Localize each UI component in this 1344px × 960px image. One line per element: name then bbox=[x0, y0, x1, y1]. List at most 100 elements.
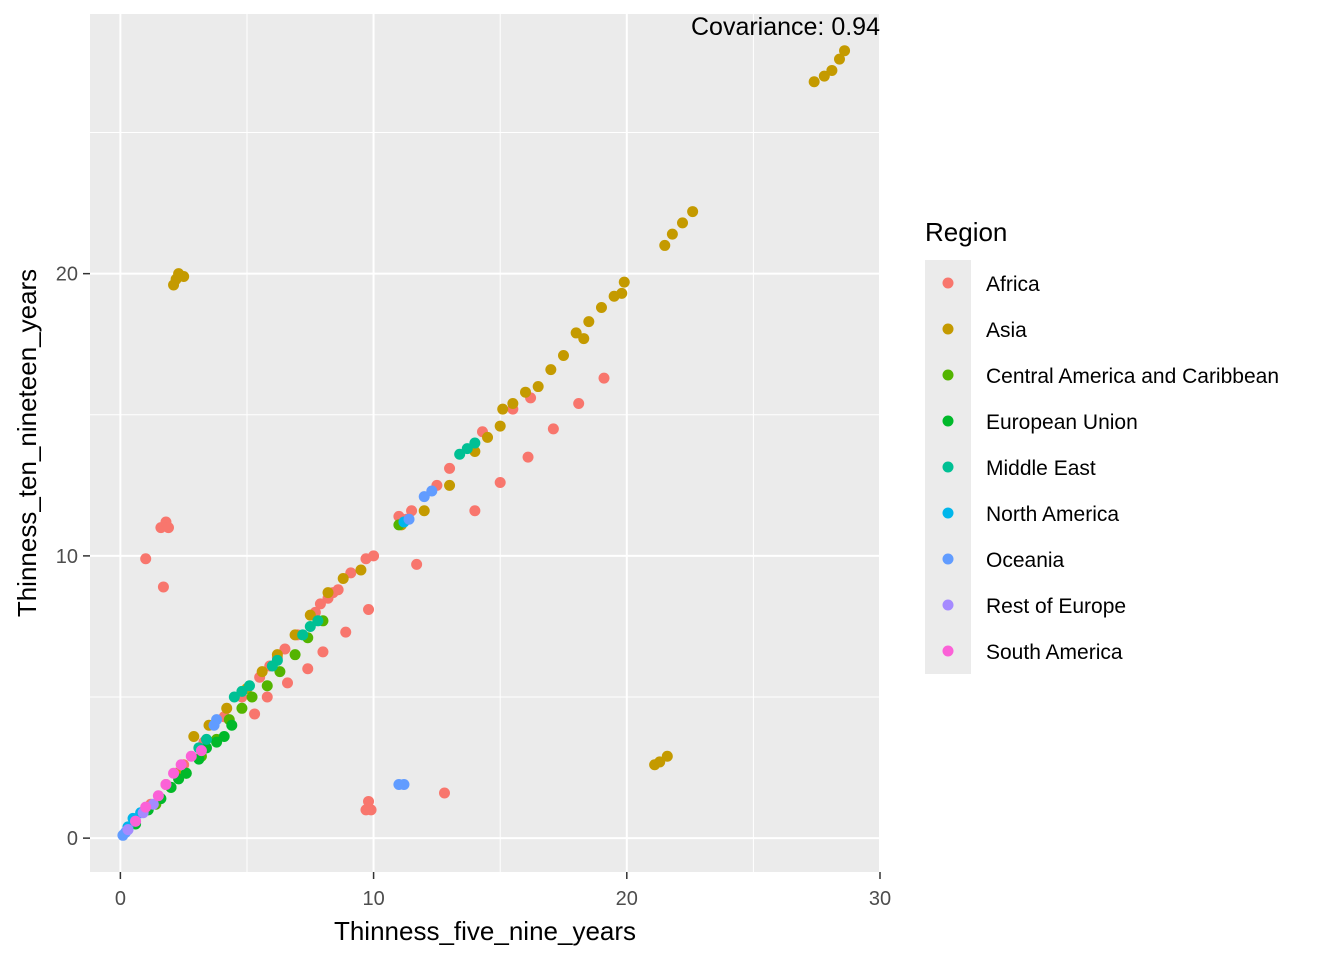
data-point bbox=[244, 680, 256, 692]
data-point bbox=[494, 477, 506, 489]
data-points bbox=[117, 45, 851, 841]
data-point bbox=[444, 479, 456, 491]
data-point bbox=[497, 403, 509, 415]
data-point bbox=[482, 431, 494, 443]
data-point bbox=[256, 666, 268, 678]
data-point bbox=[345, 567, 357, 579]
data-point bbox=[236, 685, 248, 697]
data-point bbox=[261, 691, 273, 703]
data-point bbox=[522, 451, 534, 463]
data-point bbox=[573, 397, 585, 409]
data-point bbox=[168, 767, 180, 779]
y-tick-label: 20 bbox=[56, 264, 78, 286]
plot-panel bbox=[90, 14, 880, 872]
data-point bbox=[304, 620, 316, 632]
data-point bbox=[304, 609, 316, 621]
data-point bbox=[426, 485, 438, 497]
x-tick-label: 0 bbox=[115, 888, 126, 910]
legend-label: South America bbox=[986, 641, 1123, 664]
x-tick-label: 30 bbox=[869, 888, 891, 910]
data-point bbox=[282, 677, 293, 689]
data-point bbox=[261, 680, 273, 692]
data-point bbox=[322, 587, 334, 599]
legend-label: European Union bbox=[986, 411, 1138, 434]
data-point bbox=[122, 824, 134, 836]
data-point bbox=[368, 550, 380, 562]
y-tick-label: 0 bbox=[67, 828, 78, 850]
x-axis-title: Thinness_five_nine_years bbox=[334, 916, 636, 946]
data-point bbox=[200, 733, 212, 745]
data-point bbox=[461, 443, 473, 455]
data-point bbox=[332, 584, 344, 596]
data-point bbox=[532, 381, 544, 393]
data-point bbox=[469, 505, 481, 517]
grid-minor bbox=[90, 14, 880, 872]
data-point bbox=[279, 643, 291, 655]
data-point bbox=[297, 629, 309, 641]
y-axis: 0 10 20 bbox=[56, 264, 90, 850]
data-point bbox=[140, 801, 152, 813]
data-point bbox=[363, 604, 375, 616]
data-point bbox=[469, 437, 481, 449]
data-point bbox=[666, 228, 678, 240]
data-point bbox=[226, 719, 238, 731]
data-point bbox=[185, 750, 197, 762]
data-point bbox=[618, 276, 630, 288]
data-point bbox=[140, 553, 152, 565]
data-point bbox=[160, 779, 172, 791]
legend-key bbox=[942, 507, 954, 519]
legend-key bbox=[942, 645, 954, 657]
legend-key bbox=[942, 369, 954, 381]
legend-key bbox=[942, 323, 954, 335]
data-point bbox=[583, 316, 595, 328]
data-point bbox=[545, 364, 557, 376]
grid-major bbox=[90, 14, 881, 872]
y-axis-title: Thinness_ten_nineteen_years bbox=[12, 269, 42, 617]
legend-label: Asia bbox=[986, 319, 1027, 342]
data-point bbox=[365, 804, 377, 816]
data-point bbox=[271, 654, 283, 666]
data-point bbox=[677, 217, 688, 229]
data-point bbox=[157, 581, 169, 593]
data-point bbox=[211, 714, 223, 726]
legend-label: Oceania bbox=[986, 549, 1065, 572]
data-point bbox=[654, 756, 666, 768]
data-point bbox=[246, 691, 258, 703]
legend-label: Rest of Europe bbox=[986, 595, 1126, 618]
data-point bbox=[557, 350, 569, 362]
legend-label: Central America and Caribbean bbox=[986, 365, 1279, 388]
legend-label: North America bbox=[986, 503, 1119, 526]
data-point bbox=[418, 491, 430, 503]
legend-items: Africa Asia Central America and Caribbean E… bbox=[942, 273, 1279, 664]
legend-key bbox=[942, 461, 954, 473]
data-point bbox=[547, 423, 559, 435]
data-point bbox=[289, 649, 301, 661]
legend-key bbox=[942, 599, 954, 611]
data-point bbox=[438, 787, 450, 799]
data-point bbox=[337, 572, 349, 584]
x-axis: 0 10 20 30 bbox=[115, 872, 891, 910]
data-point bbox=[507, 397, 519, 409]
data-point bbox=[175, 759, 187, 771]
data-point bbox=[520, 386, 532, 398]
covariance-annotation: Covariance: 0.94 bbox=[691, 13, 880, 41]
data-point bbox=[818, 70, 830, 82]
data-point bbox=[826, 64, 838, 76]
data-point bbox=[661, 750, 673, 762]
x-tick-label: 20 bbox=[616, 888, 638, 910]
x-tick-label: 10 bbox=[362, 888, 384, 910]
data-point bbox=[162, 522, 174, 534]
data-point bbox=[317, 646, 329, 658]
data-point bbox=[406, 505, 418, 517]
data-point bbox=[411, 558, 423, 570]
data-point bbox=[598, 372, 610, 384]
data-point bbox=[444, 462, 456, 474]
data-point bbox=[494, 420, 506, 432]
data-point bbox=[130, 815, 142, 827]
data-point bbox=[659, 239, 671, 251]
data-point bbox=[302, 663, 314, 675]
data-point bbox=[687, 206, 699, 218]
data-point bbox=[180, 767, 192, 779]
data-point bbox=[236, 702, 248, 714]
data-point bbox=[363, 795, 375, 807]
